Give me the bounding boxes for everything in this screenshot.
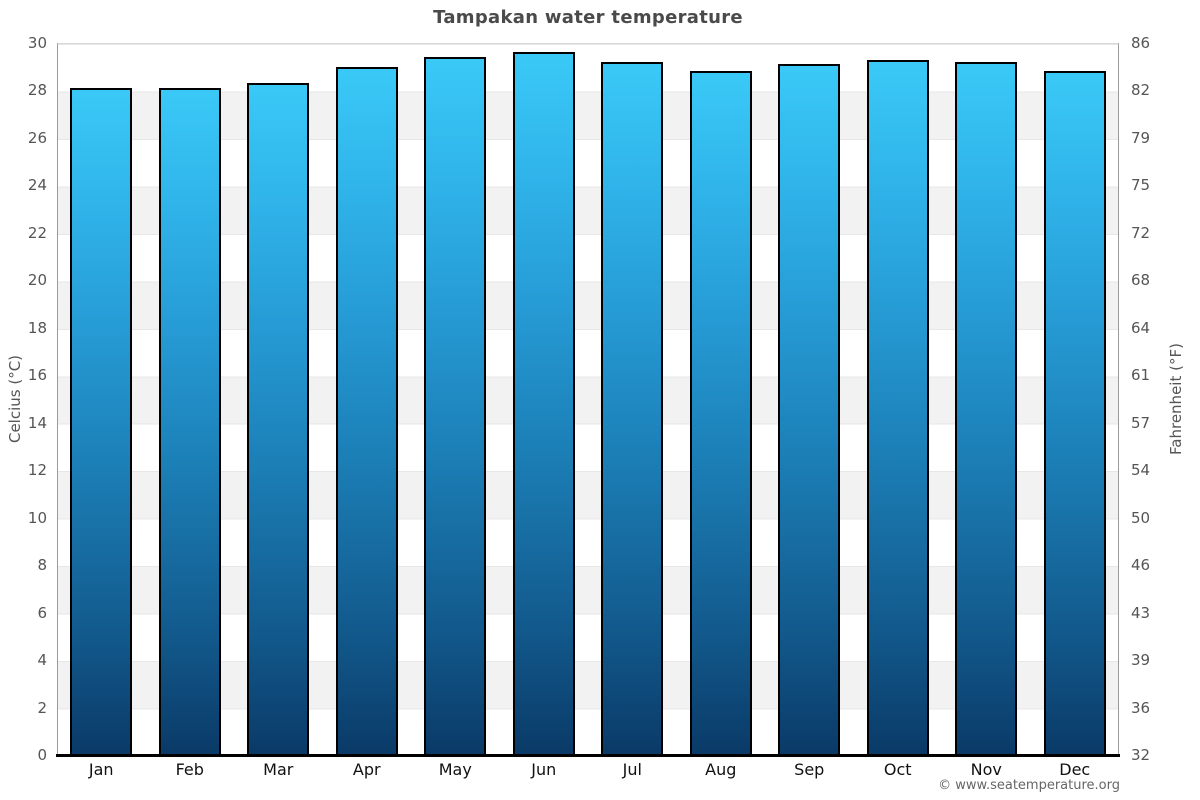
bar-nov[interactable]	[955, 61, 1018, 755]
plot-area	[57, 43, 1119, 755]
y-tick-fahrenheit-36: 36	[1131, 698, 1151, 717]
y-tick-fahrenheit-75: 75	[1131, 176, 1151, 195]
y-tick-celsius-6: 6	[37, 603, 47, 622]
bar-feb[interactable]	[158, 88, 221, 755]
y-tick-fahrenheit-86: 86	[1131, 34, 1151, 52]
x-tick-mar: Mar	[263, 760, 294, 779]
y-tick-fahrenheit-82: 82	[1131, 81, 1151, 100]
y-tick-celsius-26: 26	[27, 128, 47, 147]
bar-jan[interactable]	[70, 88, 133, 755]
y-tick-celsius-28: 28	[27, 81, 47, 100]
y-tick-celsius-18: 18	[27, 318, 47, 337]
bar-jul[interactable]	[601, 61, 664, 755]
x-tick-dec: Dec	[1059, 760, 1091, 779]
x-tick-oct: Oct	[883, 760, 912, 779]
y-tick-fahrenheit-32: 32	[1131, 746, 1151, 764]
x-tick-may: May	[438, 760, 472, 779]
y-tick-celsius-8: 8	[37, 556, 47, 575]
y-tick-fahrenheit-72: 72	[1131, 223, 1151, 242]
y-tick-celsius-2: 2	[37, 698, 47, 717]
y-tick-fahrenheit-43: 43	[1131, 603, 1151, 622]
y-tick-celsius-14: 14	[27, 413, 47, 432]
y-tick-celsius-10: 10	[27, 508, 47, 527]
y-tick-fahrenheit-54: 54	[1131, 461, 1151, 480]
y-tick-celsius-0: 0	[37, 746, 47, 764]
y-tick-fahrenheit-50: 50	[1131, 508, 1151, 527]
x-tick-aug: Aug	[705, 760, 737, 779]
x-tick-jun: Jun	[531, 760, 557, 779]
x-tick-sep: Sep	[794, 760, 825, 779]
y-tick-fahrenheit-64: 64	[1131, 318, 1151, 337]
bar-sep[interactable]	[778, 64, 841, 755]
y-tick-fahrenheit-57: 57	[1131, 413, 1151, 432]
bar-jun[interactable]	[512, 52, 575, 755]
fahrenheit-axis-title: Fahrenheit (°F)	[1167, 343, 1185, 455]
bar-apr[interactable]	[335, 66, 398, 755]
bar-dec[interactable]	[1043, 71, 1106, 755]
y-tick-fahrenheit-46: 46	[1131, 556, 1151, 575]
y-tick-celsius-30: 30	[27, 34, 47, 52]
y-tick-fahrenheit-61: 61	[1131, 366, 1151, 385]
x-axis-line	[56, 754, 1120, 757]
bar-oct[interactable]	[866, 59, 929, 755]
y-tick-celsius-20: 20	[27, 271, 47, 290]
y-tick-celsius-12: 12	[27, 461, 47, 480]
y-tick-fahrenheit-39: 39	[1131, 651, 1151, 670]
x-tick-nov: Nov	[970, 760, 1002, 779]
celsius-axis-title: Celcius (°C)	[6, 354, 24, 444]
y-tick-celsius-4: 4	[37, 651, 47, 670]
y-tick-celsius-16: 16	[27, 366, 47, 385]
y-tick-celsius-24: 24	[27, 176, 47, 195]
y-tick-fahrenheit-79: 79	[1131, 128, 1151, 147]
chart-title: Tampakan water temperature	[433, 7, 743, 28]
footer-copyright-link[interactable]: © www.seatemperature.org	[938, 778, 1120, 793]
x-tick-jul: Jul	[622, 760, 642, 779]
x-tick-jan: Jan	[88, 760, 114, 779]
bar-mar[interactable]	[247, 83, 310, 755]
y-tick-celsius-22: 22	[27, 223, 47, 242]
y-tick-fahrenheit-68: 68	[1131, 271, 1151, 290]
bar-aug[interactable]	[689, 71, 752, 755]
x-tick-apr: Apr	[352, 760, 381, 779]
x-tick-feb: Feb	[175, 760, 204, 779]
bar-may[interactable]	[424, 57, 487, 755]
